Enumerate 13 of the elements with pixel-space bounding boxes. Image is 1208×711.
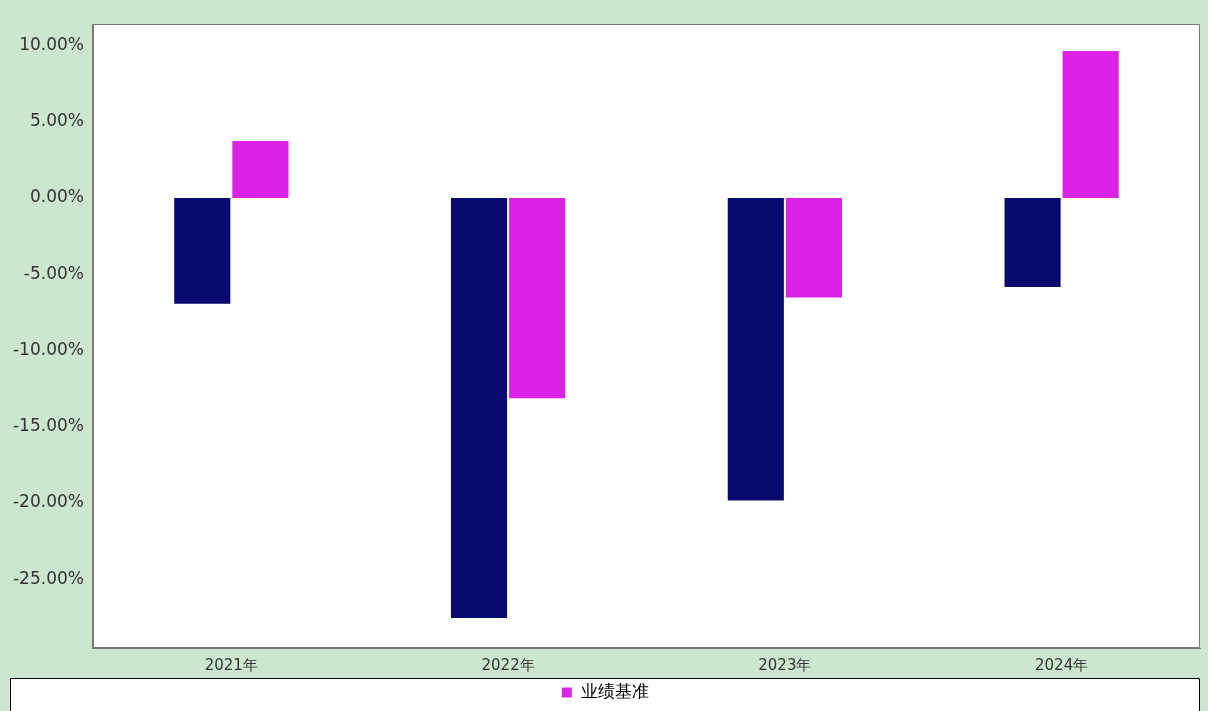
y-tick-label: -25.00% <box>12 567 84 588</box>
y-tick-label: -15.00% <box>12 415 84 436</box>
y-tick-label: -5.00% <box>23 262 84 283</box>
y-tick-label: -10.00% <box>12 338 84 359</box>
legend-label: 业绩基准 <box>580 680 649 701</box>
y-tick-label: 0.00% <box>29 186 84 207</box>
x-tick-label: 2023年 <box>758 655 812 674</box>
y-tick-label: -20.00% <box>12 491 84 512</box>
x-tick-label: 2022年 <box>481 655 535 674</box>
y-tick-label: 5.00% <box>29 110 84 131</box>
x-tick-label: 2021年 <box>204 655 258 674</box>
y-tick-label: 10.00% <box>19 33 84 54</box>
x-tick-label: 2024年 <box>1035 655 1089 674</box>
